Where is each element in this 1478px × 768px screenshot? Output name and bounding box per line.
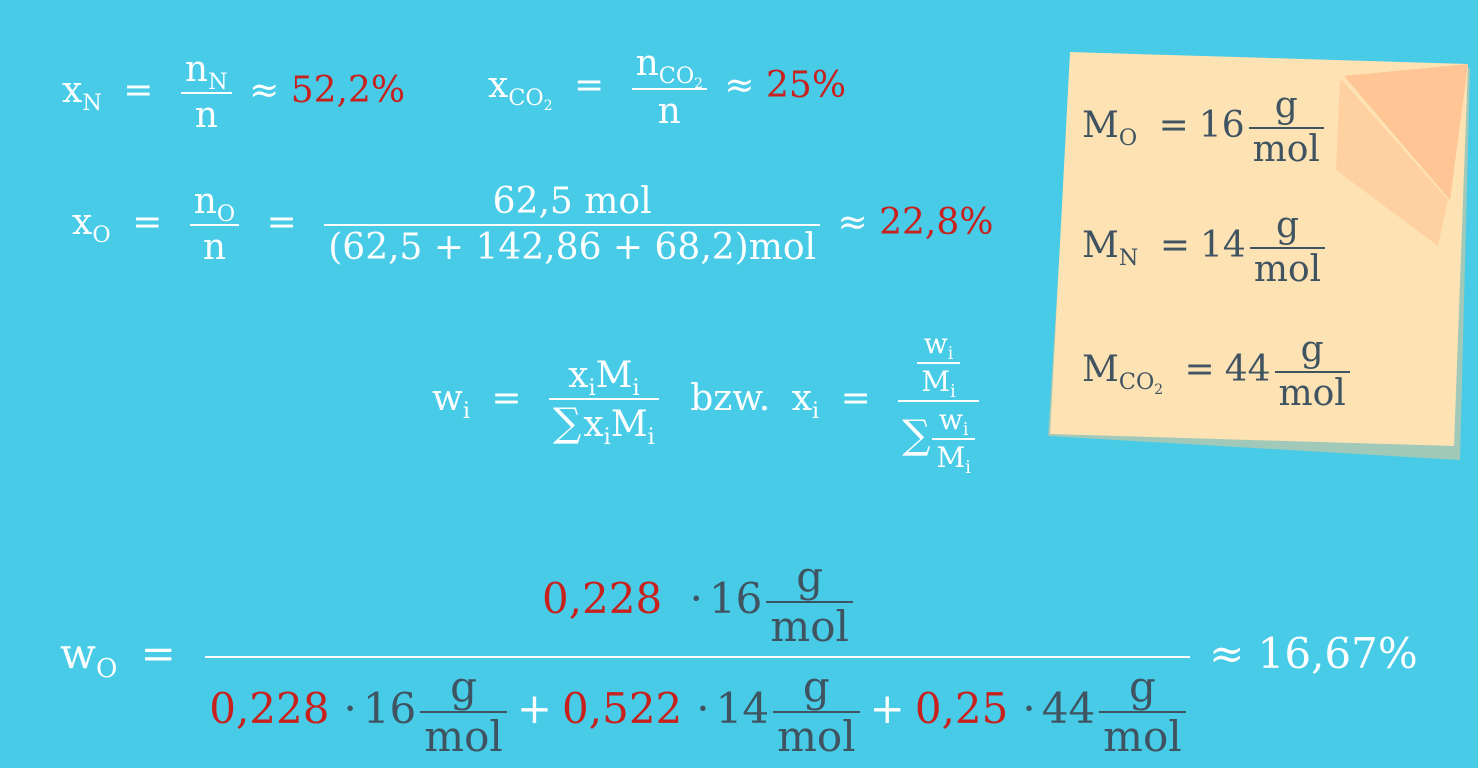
approx-sign: ≈ [837, 202, 868, 243]
equals-sign: = [491, 378, 522, 420]
equals-sign: = [266, 202, 297, 243]
x-o-numeric-fraction: 62,5 mol (62,5 + 142,86 + 68,2)mol [324, 184, 821, 266]
w-o-fraction: 0,228 · 16 g mol 0,228 · 16 g mol +0,522 · 14 g mol +… [205, 556, 1190, 758]
approx-sign: ≈ [249, 70, 280, 111]
x-i-lhs: xi [791, 378, 820, 424]
formula-x-co2: xCO2 = nCO2 n ≈ 25% [488, 46, 846, 130]
formula-x-o: xO = nO n = 62,5 mol (62,5 + 142,86 + 68… [72, 184, 994, 266]
x-i-fraction: wi Mi ∑ wi Mi [898, 329, 979, 477]
equals-sign: = [840, 378, 871, 420]
x-o-value: 22,8% [879, 202, 994, 243]
w-o-value: 16,67% [1257, 629, 1418, 678]
w-o-lhs: wO [60, 629, 118, 685]
x-n-fraction: nN n [180, 52, 232, 134]
x-n-value: 52,2% [290, 70, 406, 111]
formula-x-n: xN = nN n ≈ 52,2% [62, 52, 405, 134]
equals-sign: = [573, 64, 605, 106]
equals-sign: = [132, 202, 163, 243]
w-o-denominator: 0,228 · 16 g mol +0,522 · 14 g mol +0,25 · 44 g mol [205, 666, 1190, 758]
formula-w-i: wi = xiMi ∑xiMi bzw. xi = wi Mi ∑ wi Mi [432, 329, 985, 477]
note-item-mo: MO = 16 g mol [1082, 88, 1324, 168]
x-o-fraction: nO n [189, 184, 240, 266]
x-co2-fraction: nCO2 n [631, 46, 707, 130]
approx-sign: ≈ [1209, 629, 1245, 678]
x-n-lhs: xN [62, 70, 102, 116]
sticky-note: MO = 16 g mol MN = 14 g mol MCO2 = 44 g mol [1040, 50, 1472, 470]
note-item-mn: MN = 14 g mol [1082, 208, 1326, 288]
w-i-lhs: wi [432, 378, 470, 424]
equals-sign: = [123, 70, 154, 111]
sticky-note-paper [1048, 52, 1470, 460]
equals-sign: = [140, 629, 176, 678]
w-i-fraction: xiMi ∑xiMi [549, 358, 659, 448]
connector-bzw: bzw. [690, 378, 771, 420]
note-item-mco2: MCO2 = 44 g mol [1082, 332, 1350, 412]
formula-w-o: wO = 0,228 · 16 g mol 0,228 · 16 g mol +0,522 · 14… [60, 556, 1418, 758]
w-o-num-coef: 0,228 [541, 574, 663, 623]
x-co2-value: 25% [766, 64, 847, 106]
x-co2-lhs: xCO2 [488, 64, 553, 114]
x-o-lhs: xO [72, 202, 111, 248]
approx-sign: ≈ [724, 64, 755, 106]
w-o-num-mass: 16 [708, 574, 763, 623]
